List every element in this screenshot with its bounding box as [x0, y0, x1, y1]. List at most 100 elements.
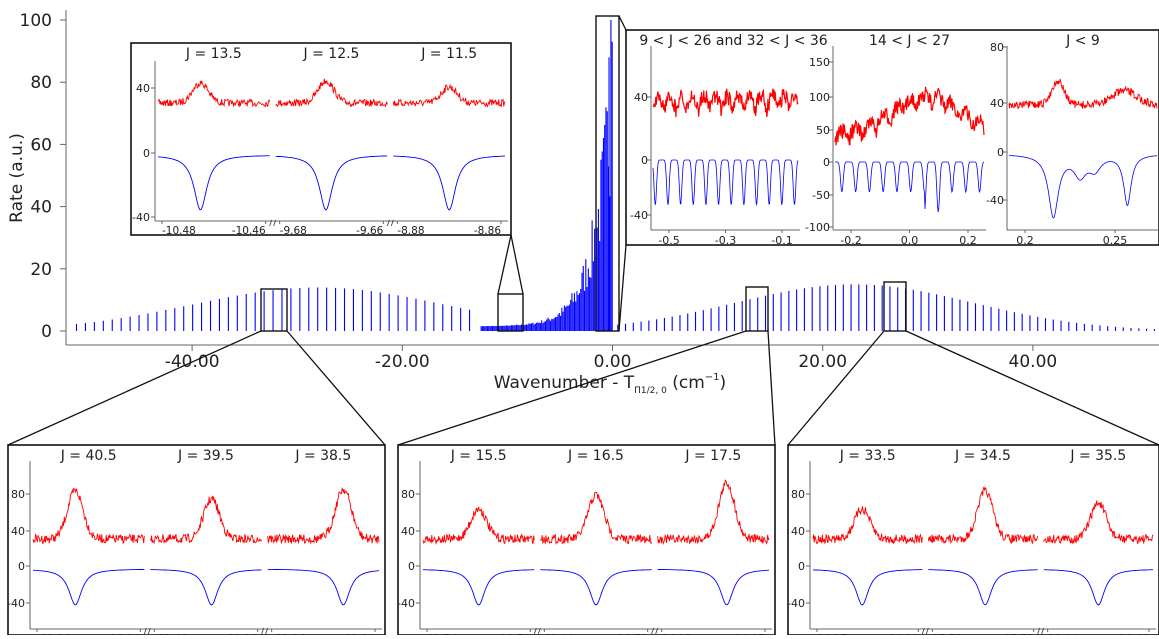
zoom-region-box	[883, 281, 907, 332]
measured-trace	[1043, 500, 1154, 545]
inset-y-tick-label: -40	[132, 211, 150, 224]
measured-trace	[1008, 78, 1158, 110]
main-y-tick-label: 80	[30, 73, 52, 93]
main-x-tick-label: 20.00	[798, 352, 847, 372]
measured-trace	[539, 491, 653, 545]
axis-break-mark	[921, 627, 929, 635]
inset-y-tick-label: 80	[401, 488, 415, 501]
zoom-region-boxes	[260, 15, 907, 332]
simulated-trace	[1009, 155, 1157, 219]
axis-break-mark	[386, 219, 394, 227]
inset-frame	[130, 42, 512, 236]
main-y-tick-label: 40	[30, 198, 52, 218]
inset-panel-label: J < 9	[1065, 33, 1100, 49]
inset-panels: 40 0 -40 J = 13.5 -10.48 -10.46 J = 12.5 -9.68 -…	[7, 29, 1159, 639]
inset-frame	[625, 29, 1159, 246]
zoom-region-box	[745, 286, 769, 332]
inset-panel-label: J = 17.5	[684, 448, 741, 464]
axis-break-mark	[261, 627, 269, 635]
callout-line	[510, 234, 524, 295]
inset-x-tick-label: -0.1	[771, 234, 792, 247]
inset-top-right: 9 < J < 26 and 32 < J < 36 40 0 -40 -0.5 -0.3…	[625, 29, 1159, 247]
inset-frame	[397, 444, 776, 636]
inset-y-tick-label: 0	[408, 560, 415, 573]
inset-panel-label: J = 12.5	[303, 46, 360, 62]
inset-panel-label: J = 35.5	[1069, 448, 1126, 464]
inset-panel-label: 9 < J < 26 and 32 < J < 36	[639, 33, 827, 49]
inset-y-tick-label: 0	[798, 560, 805, 573]
inset-y-tick-label: 0	[18, 560, 25, 573]
inset-panel-label: J = 39.5	[177, 448, 234, 464]
zoom-region-box	[260, 288, 288, 332]
callout-line	[397, 330, 747, 446]
main-x-ticks: -40.00 -20.00 0.00 20.00 40.00	[165, 345, 1058, 372]
main-x-tick-label: 40.00	[1009, 352, 1058, 372]
inset-x-tick-label: -8.86	[474, 225, 501, 237]
inset-panel-label: J = 16.5	[567, 448, 624, 464]
inset-frame	[787, 444, 1159, 636]
inset-y-tick-label: -50	[812, 189, 830, 202]
inset-x-tick-label: -9.66	[356, 225, 383, 237]
inset-panel-label: J = 11.5	[420, 46, 477, 62]
inset-panel-label: J = 33.5	[839, 448, 896, 464]
measured-trace	[657, 479, 770, 545]
callout-line	[767, 330, 776, 446]
simulated-trace	[393, 155, 505, 211]
main-spectrum-lines	[75, 20, 1155, 331]
main-x-label: Wavenumber - TΠ1/2, 0 (cm−1)	[494, 372, 726, 396]
simulated-trace	[657, 569, 770, 606]
axis-break-mark	[269, 219, 277, 227]
main-y-tick-label: 60	[30, 135, 52, 155]
callout-line	[497, 234, 512, 295]
callout-line	[618, 15, 627, 31]
simulated-trace	[275, 155, 388, 211]
main-y-ticks: 0 20 40 60 80 100	[20, 11, 66, 342]
inset-y-tick-label: 40	[401, 525, 415, 538]
inset-y-tick-label: 80	[11, 488, 25, 501]
inset-y-tick-label: -40	[397, 597, 415, 610]
measured-trace	[275, 78, 388, 108]
measured-trace	[32, 487, 145, 545]
zoom-region-box	[497, 293, 524, 332]
callout-line	[618, 244, 627, 332]
inset-y-tick-label: -40	[787, 597, 805, 610]
inset-y-tick-label: -40	[986, 194, 1004, 207]
measured-trace	[149, 495, 263, 545]
inset-y-tick-label: 100	[809, 91, 830, 104]
inset-panel-label: J = 34.5	[954, 448, 1011, 464]
inset-panel-label: J = 13.5	[185, 46, 242, 62]
inset-y-tick-label: 50	[816, 124, 830, 137]
inset-y-tick-label: 40	[11, 525, 25, 538]
simulated-trace	[813, 569, 923, 606]
axis-break-mark	[143, 627, 151, 635]
inset-y-tick-label: -40	[630, 209, 648, 222]
inset-frame	[7, 444, 386, 636]
inset-panel-label: J = 15.5	[450, 448, 507, 464]
inset-y-tick-label: 40	[791, 525, 805, 538]
inset-y-tick-label: 40	[136, 82, 150, 95]
simulated-trace	[150, 569, 262, 606]
inset-y-tick-label: 0	[641, 154, 648, 167]
inset-y-tick-label: -40	[7, 597, 25, 610]
measured-trace	[267, 487, 380, 545]
inset-x-tick-label: -10.46	[232, 225, 266, 237]
inset-y-tick-label: 150	[809, 56, 830, 69]
inset-x-tick-label: -0.3	[715, 234, 736, 247]
callout-line	[286, 330, 386, 446]
callout-line	[7, 330, 262, 446]
simulated-trace	[32, 569, 145, 606]
axis-break-mark	[651, 627, 659, 635]
measured-trace	[927, 486, 1039, 545]
inset-x-tick-label: -10.48	[162, 225, 196, 237]
main-y-label: Rate (a.u.)	[7, 133, 27, 223]
main-y-tick-label: 0	[41, 322, 52, 342]
main-y-tick-label: 100	[20, 11, 52, 31]
simulated-trace	[267, 568, 380, 606]
axis-break-mark	[533, 627, 541, 635]
inset-panel-label: 14 < J < 27	[869, 33, 950, 49]
measured-trace	[652, 88, 799, 118]
measured-trace	[422, 506, 535, 546]
